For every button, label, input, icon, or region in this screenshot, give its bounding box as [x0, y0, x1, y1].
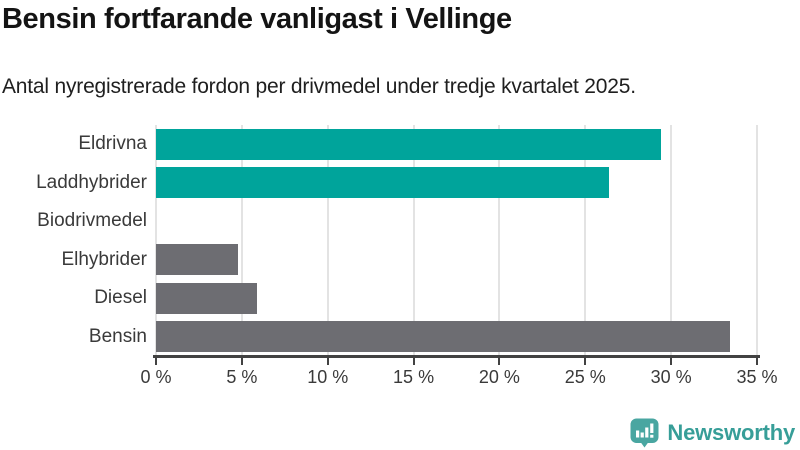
bar	[156, 321, 730, 353]
gridline	[584, 125, 587, 356]
bar	[156, 244, 239, 276]
bar	[156, 128, 661, 160]
x-tick-label: 15 %	[393, 367, 435, 387]
gridline	[326, 125, 329, 356]
x-tick-label: 20 %	[478, 367, 520, 387]
x-tick-mark	[326, 358, 329, 365]
bar-row: Laddhybrider	[36, 164, 757, 203]
bar-row: Biodrivmedel	[37, 202, 757, 241]
newsworthy-icon	[630, 418, 659, 448]
x-axis-line	[153, 355, 760, 358]
gridline	[155, 125, 157, 356]
newsworthy-logo[interactable]: Newsworthy	[629, 417, 795, 448]
gridline	[756, 125, 758, 356]
gridline	[670, 125, 673, 356]
gridline	[498, 125, 501, 356]
x-tick-label: 25 %	[564, 367, 606, 387]
x-tick-label: 10 %	[307, 367, 349, 387]
newsworthy-wordmark: Newsworthy	[667, 419, 795, 445]
bar-row: Diesel	[94, 279, 757, 318]
gridline	[240, 125, 243, 356]
x-tick-label: 30 %	[650, 367, 692, 387]
bar-rows: Eldrivna Laddhybrider Biodrivmedel Elhyb…	[36, 125, 757, 357]
category-label: Diesel	[94, 287, 147, 309]
x-tick-mark	[412, 358, 415, 365]
bar-row: Eldrivna	[78, 125, 757, 164]
bar	[156, 167, 610, 199]
x-tick-label: 35 %	[736, 367, 778, 387]
category-label: Laddhybrider	[36, 171, 147, 193]
x-tick-mark	[756, 358, 758, 365]
category-label: Bensin	[88, 325, 147, 347]
bar	[156, 282, 258, 314]
x-axis: 0 % 5 % 10 % 15 % 20 % 25 % 30 % 35 %	[140, 358, 778, 394]
gridline	[412, 125, 415, 356]
x-tick-mark	[670, 358, 673, 365]
category-label: Eldrivna	[78, 133, 147, 155]
category-label: Biodrivmedel	[37, 210, 147, 232]
bar-row: Bensin	[89, 318, 757, 357]
x-tick-label: 5 %	[226, 367, 258, 387]
x-tick-mark	[584, 358, 587, 365]
plot-area: Eldrivna Laddhybrider Biodrivmedel Elhyb…	[36, 125, 758, 357]
category-label: Elhybrider	[61, 248, 147, 270]
x-tick-mark	[240, 358, 243, 365]
x-tick-mark	[155, 358, 157, 365]
bar-row: Elhybrider	[61, 241, 757, 280]
chart-title: Bensin fortfarande vanligast i Vellinge	[2, 3, 512, 35]
x-tick-mark	[498, 358, 501, 365]
chart-subtitle: Antal nyregistrerade fordon per drivmede…	[2, 75, 636, 98]
x-tick-label: 0 %	[140, 367, 172, 387]
